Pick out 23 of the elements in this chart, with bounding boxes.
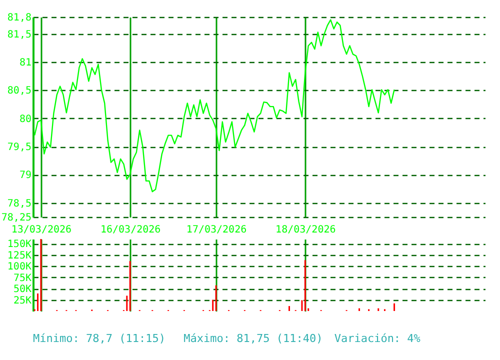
x-tick-label: 16/03/2026 bbox=[100, 224, 161, 236]
x-tick-label: 17/03/2026 bbox=[186, 224, 247, 236]
y-tick-label: 78,5 bbox=[7, 198, 32, 210]
y-tick-label: 79 bbox=[19, 170, 32, 182]
y-tick-label: 78,25 bbox=[1, 212, 32, 224]
y-tick-label: 150K bbox=[7, 239, 32, 250]
y-tick-label: 81,5 bbox=[7, 29, 32, 40]
y-tick-label: 75K bbox=[13, 272, 32, 284]
y-tick-label: 79,5 bbox=[7, 142, 32, 154]
y-tick-label: 81,8 bbox=[7, 12, 32, 24]
y-tick-label: 125K bbox=[7, 250, 32, 262]
text: Variación: 4% bbox=[334, 332, 421, 345]
y-tick-label: 100K bbox=[7, 262, 32, 272]
x-tick-label: 18/03/2026 bbox=[276, 224, 336, 236]
text: Máximo: 81,75 (11:40) bbox=[184, 332, 323, 345]
x-tick-label: 13/03/2026 bbox=[11, 224, 72, 236]
y-tick-label: 80,5 bbox=[7, 86, 32, 97]
line-series bbox=[34, 19, 395, 192]
y-tick-label: 50K bbox=[13, 284, 32, 295]
y-tick-label: 80 bbox=[19, 114, 32, 125]
text: Mínimo: 78,7 (11:15) bbox=[33, 332, 166, 345]
y-tick-label: 81 bbox=[19, 58, 32, 69]
y-tick-label: 25K bbox=[13, 295, 32, 306]
